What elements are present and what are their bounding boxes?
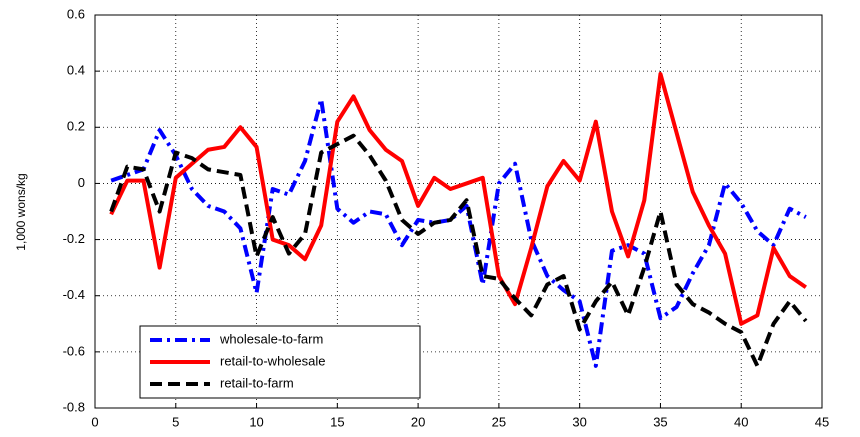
x-tick-label: 10 xyxy=(249,414,263,429)
legend-label: retail-to-wholesale xyxy=(220,353,326,368)
x-tick-label: 35 xyxy=(653,414,667,429)
y-tick-label: -0.8 xyxy=(63,399,85,414)
data-line xyxy=(110,97,807,368)
x-tick-label: 25 xyxy=(492,414,506,429)
x-tick-label: 30 xyxy=(572,414,586,429)
y-tick-label: 0.6 xyxy=(67,6,85,21)
y-tick-label: 0.2 xyxy=(67,119,85,134)
data-line xyxy=(109,133,808,368)
legend-label: wholesale-to-farm xyxy=(219,331,323,346)
y-tick-label: -0.2 xyxy=(63,231,85,246)
y-tick-label: 0.4 xyxy=(67,63,85,78)
x-tick-label: 45 xyxy=(815,414,829,429)
plot-frame xyxy=(94,14,823,409)
x-tick-label: 20 xyxy=(411,414,425,429)
data-line xyxy=(109,71,807,326)
y-tick-label: 0 xyxy=(78,175,85,190)
y-axis-label: 1,000 wons/kg xyxy=(14,173,28,250)
x-tick-label: 15 xyxy=(330,414,344,429)
x-tick-label: 5 xyxy=(172,414,179,429)
legend-label: retail-to-farm xyxy=(220,375,294,390)
x-tick-label: 0 xyxy=(91,414,98,429)
x-tick-label: 40 xyxy=(734,414,748,429)
y-tick-label: -0.4 xyxy=(63,287,85,302)
y-tick-label: -0.6 xyxy=(63,343,85,358)
